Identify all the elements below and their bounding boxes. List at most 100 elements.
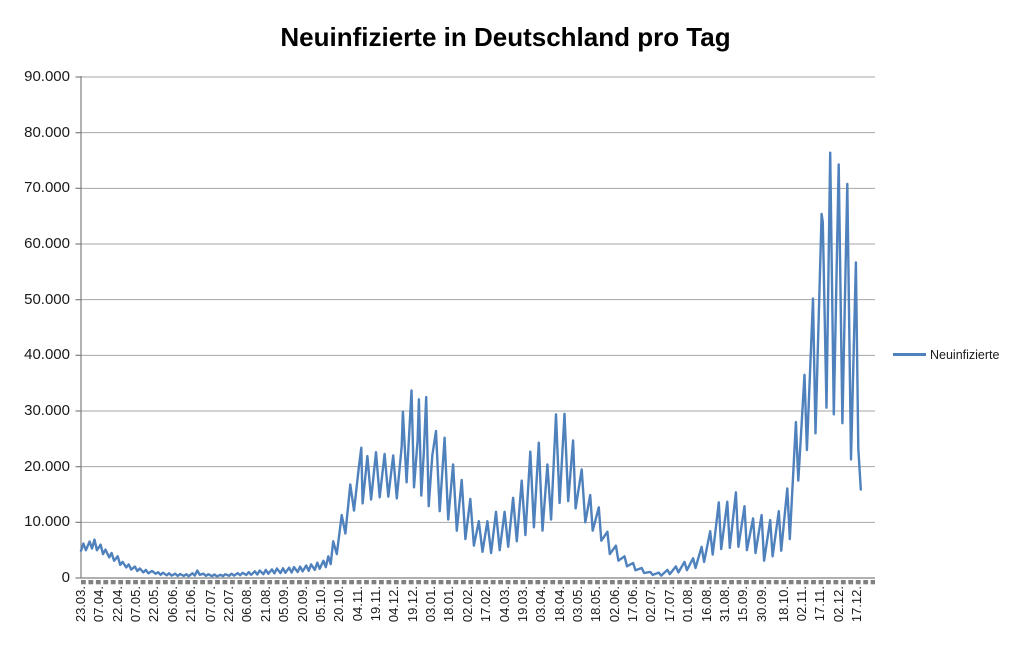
x-axis-tick-mark: [192, 580, 198, 585]
x-axis-label: 04.12.: [386, 586, 402, 623]
x-axis-label: 07.05.: [128, 586, 144, 623]
x-axis-label: 03.04.: [533, 586, 549, 623]
y-axis-label: 60.000: [24, 235, 70, 252]
x-axis-tick-mark: [364, 580, 369, 585]
x-axis-tick-mark: [580, 580, 585, 585]
x-axis-tick-mark: [729, 580, 734, 585]
x-axis-tick-mark: [714, 580, 720, 585]
y-axis-label: 30.000: [24, 402, 70, 419]
x-axis-tick-mark: [803, 580, 809, 585]
x-axis-tick-mark: [758, 580, 764, 585]
x-axis-label: 22.04.: [109, 586, 125, 623]
legend: Neuinfizierte: [893, 347, 999, 362]
x-axis-label: 03.01.: [423, 586, 439, 623]
x-axis-tick-mark: [326, 580, 332, 585]
x-axis-label: 17.06.: [625, 586, 641, 623]
x-axis-tick-mark: [446, 580, 451, 585]
x-axis-tick-mark: [297, 580, 302, 585]
x-axis-tick-mark: [542, 580, 548, 585]
x-axis-tick-mark: [840, 580, 846, 585]
x-axis-tick-mark: [423, 580, 429, 585]
x-axis-tick-mark: [520, 580, 526, 585]
x-axis-tick-mark: [848, 580, 854, 585]
x-axis-tick-mark: [95, 580, 101, 585]
x-axis-tick-mark: [833, 580, 839, 585]
x-axis-tick-mark: [371, 580, 377, 585]
x-axis-tick-mark: [103, 580, 109, 585]
x-axis-tick-mark: [438, 580, 444, 585]
x-axis-tick-mark: [647, 580, 652, 585]
x-axis-tick-mark: [222, 580, 228, 585]
x-axis-tick-mark: [356, 580, 362, 585]
x-axis-label: 02.02.: [459, 586, 475, 623]
x-axis-label: 04.11.: [349, 586, 365, 622]
x-axis-label: 20.10.: [331, 586, 347, 623]
x-axis-tick-mark: [140, 580, 146, 585]
x-axis-label: 05.10.: [312, 586, 328, 623]
x-axis-tick-mark: [691, 580, 697, 585]
x-axis-tick-mark: [334, 580, 340, 585]
chart-title: Neuinfizierte in Deutschland pro Tag: [280, 22, 731, 52]
x-axis-tick-mark: [632, 580, 638, 585]
x-axis-tick-mark: [200, 580, 205, 585]
x-axis-label: 01.08.: [680, 586, 696, 623]
x-axis-tick-mark: [684, 580, 690, 585]
x-axis-tick-mark: [460, 580, 466, 585]
x-axis-tick-mark: [528, 580, 533, 585]
x-axis-label: 07.04.: [91, 586, 107, 623]
x-axis-label: 02.06.: [606, 586, 622, 623]
y-axis-label: 50.000: [24, 290, 70, 308]
x-axis-tick-mark: [639, 580, 645, 585]
x-axis-label: 21.06.: [183, 586, 199, 623]
x-axis-tick-mark: [341, 580, 347, 585]
x-axis-label: 22.07.: [221, 586, 237, 623]
x-axis-label: 04.03.: [496, 586, 512, 623]
x-axis-tick-mark: [259, 580, 265, 585]
x-axis-tick-mark: [677, 580, 682, 585]
x-axis-tick-mark: [386, 580, 392, 585]
x-axis-tick-mark: [699, 580, 705, 585]
x-axis-tick-mark: [207, 580, 213, 585]
y-axis-label: 90.000: [24, 68, 70, 85]
x-axis-tick-mark: [237, 580, 243, 585]
x-axis-tick-mark: [483, 580, 489, 585]
x-axis-tick-mark: [557, 580, 563, 585]
x-axis-tick-mark: [155, 580, 161, 585]
x-axis-tick-mark: [535, 580, 541, 585]
x-axis-tick-mark: [185, 580, 191, 585]
x-axis-tick-mark: [468, 580, 474, 585]
x-axis-tick-mark: [453, 580, 459, 585]
x-axis-label: 21.08.: [257, 586, 273, 623]
x-axis-tick-mark: [595, 580, 600, 585]
series-line-neuinfizierte: [79, 151, 862, 578]
y-axis-label: 40.000: [24, 346, 70, 364]
x-axis-tick-mark: [751, 580, 757, 585]
legend-line-marker: [893, 353, 926, 356]
x-axis-tick-mark: [274, 580, 280, 585]
x-axis-tick-mark: [609, 580, 615, 585]
x-axis-label: 17.07.: [661, 586, 677, 623]
x-axis-tick-mark: [304, 580, 310, 585]
x-axis-tick-mark: [498, 580, 503, 585]
x-axis-tick-mark: [393, 580, 399, 585]
x-axis-label: 19.11.: [368, 586, 384, 622]
x-axis-tick-mark: [475, 580, 481, 585]
y-axis-label: 20.000: [24, 457, 70, 475]
x-axis-tick-mark: [170, 580, 176, 585]
x-axis-tick-mark: [110, 580, 116, 585]
x-axis-tick-mark: [252, 580, 258, 585]
x-axis-label: 18.10.: [775, 586, 791, 623]
x-axis-label: 16.08.: [698, 586, 714, 623]
x-axis-tick-mark: [148, 580, 153, 585]
x-axis-label: 07.07.: [202, 586, 218, 623]
y-axis-label: 70.000: [24, 179, 70, 197]
x-axis-label: 18.01.: [441, 586, 457, 623]
x-axis-label: 17.11.: [812, 586, 828, 622]
legend-label: Neuinfizierte: [930, 347, 1000, 362]
x-axis-tick-mark: [818, 580, 824, 585]
x-axis-label: 31.08.: [716, 586, 732, 623]
x-axis-tick-mark: [311, 580, 317, 585]
x-axis-tick-mark: [267, 580, 273, 585]
x-axis-tick-mark: [513, 580, 518, 585]
